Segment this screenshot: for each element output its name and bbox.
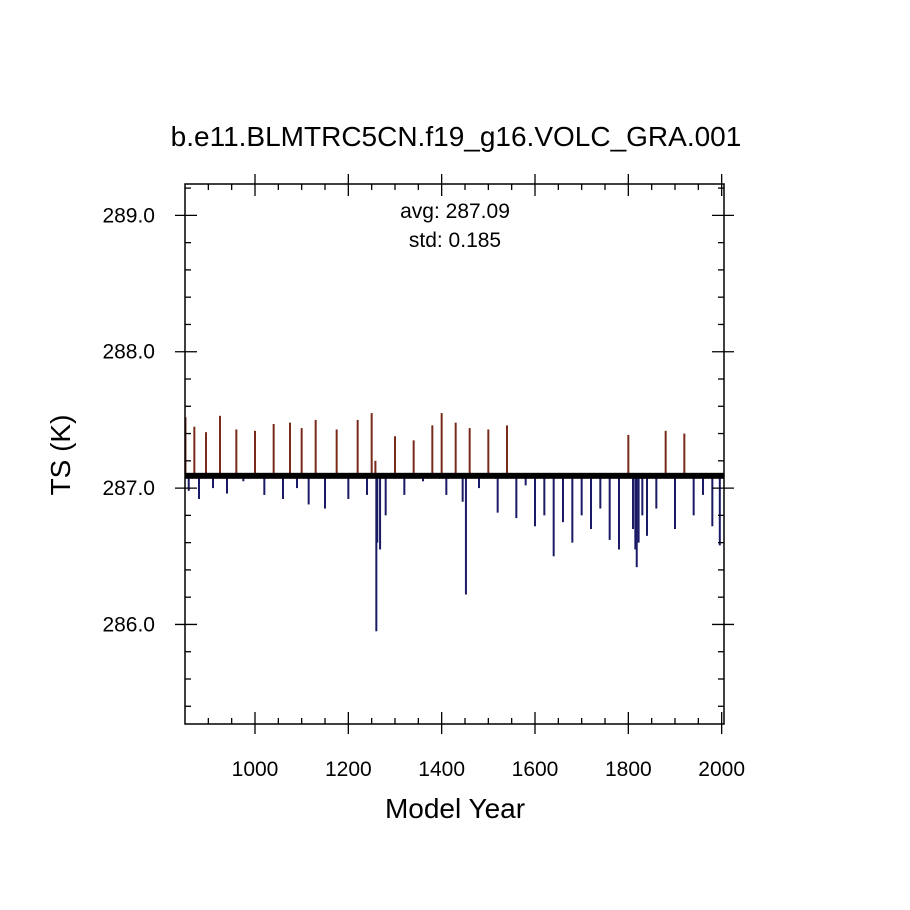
bar (198, 475, 200, 499)
bar (412, 440, 415, 476)
bar (552, 475, 555, 557)
bar (496, 475, 499, 513)
bar (692, 475, 695, 516)
bar (212, 475, 214, 489)
bar (571, 475, 574, 543)
bar (314, 419, 317, 476)
bar (461, 475, 464, 502)
bar (711, 475, 714, 527)
bar (254, 430, 256, 476)
bar (562, 475, 564, 523)
bar (515, 475, 518, 519)
y-axis: 286.0 287.0 288.0 289.0 (102, 187, 734, 707)
bar (674, 475, 676, 529)
bar-series (184, 413, 721, 632)
bar (608, 475, 611, 540)
plot-frame (184, 183, 725, 725)
bar (300, 428, 303, 476)
bar (543, 475, 546, 516)
bar (632, 475, 634, 529)
baseline-band (185, 472, 724, 479)
bar (454, 422, 457, 476)
bar (618, 475, 620, 550)
x-tick-label: 1200 (325, 758, 372, 781)
bar (219, 415, 221, 476)
x-tick-label: 1600 (512, 758, 559, 781)
bar (307, 475, 310, 505)
bar (478, 475, 480, 489)
bar (440, 413, 443, 476)
bar (646, 475, 648, 536)
bar (282, 475, 284, 499)
y-axis-title: TS (K) (45, 415, 76, 496)
bar (226, 475, 228, 494)
bar (445, 475, 448, 495)
avg-annotation: avg: 287.09 (400, 200, 510, 223)
bar (718, 475, 721, 546)
x-tick-label: 2000 (698, 758, 745, 781)
bar (296, 475, 298, 489)
bar (637, 475, 640, 543)
bar (263, 475, 266, 495)
x-tick-label: 1400 (418, 758, 465, 781)
bar (468, 428, 471, 476)
y-tick-label: 287.0 (102, 477, 155, 500)
bar (641, 475, 644, 516)
std-annotation: std: 0.185 (409, 229, 501, 252)
bar (366, 475, 368, 495)
bar (524, 475, 527, 486)
bar (335, 429, 338, 476)
bar (431, 425, 434, 476)
bar (272, 424, 275, 476)
bar (384, 475, 387, 516)
bar (324, 475, 326, 509)
bar (683, 433, 686, 476)
chart-title: b.e11.BLMTRC5CN.f19_g16.VOLC_GRA.001 (171, 121, 742, 152)
bar (356, 419, 359, 476)
bar (374, 460, 377, 476)
bar (487, 429, 490, 476)
bar (627, 434, 630, 476)
x-tick-label: 1000 (232, 758, 279, 781)
bar (464, 475, 467, 595)
bar (634, 475, 637, 550)
bar (599, 475, 602, 509)
bar (590, 475, 592, 529)
bar (347, 475, 350, 499)
bar (205, 432, 207, 476)
bar (655, 475, 658, 509)
bar (289, 422, 291, 476)
bar (534, 475, 536, 527)
bar (193, 426, 196, 476)
bar (403, 475, 406, 495)
bar (187, 475, 190, 491)
bar (506, 425, 508, 476)
bar (375, 475, 378, 632)
y-tick-label: 288.0 (102, 341, 155, 364)
bar (702, 475, 704, 495)
bar (379, 475, 382, 550)
y-tick-label: 286.0 (102, 613, 155, 636)
bar (235, 429, 238, 476)
bar (370, 413, 373, 476)
bar (376, 475, 379, 543)
bar (580, 475, 583, 516)
bar (635, 475, 638, 568)
bar (664, 430, 667, 476)
x-axis-title: Model Year (385, 793, 525, 824)
bar (394, 436, 396, 476)
x-axis: 1000 1200 1400 1600 1800 2000 (207, 174, 745, 781)
y-tick-label: 289.0 (102, 204, 155, 227)
x-tick-label: 1800 (605, 758, 652, 781)
